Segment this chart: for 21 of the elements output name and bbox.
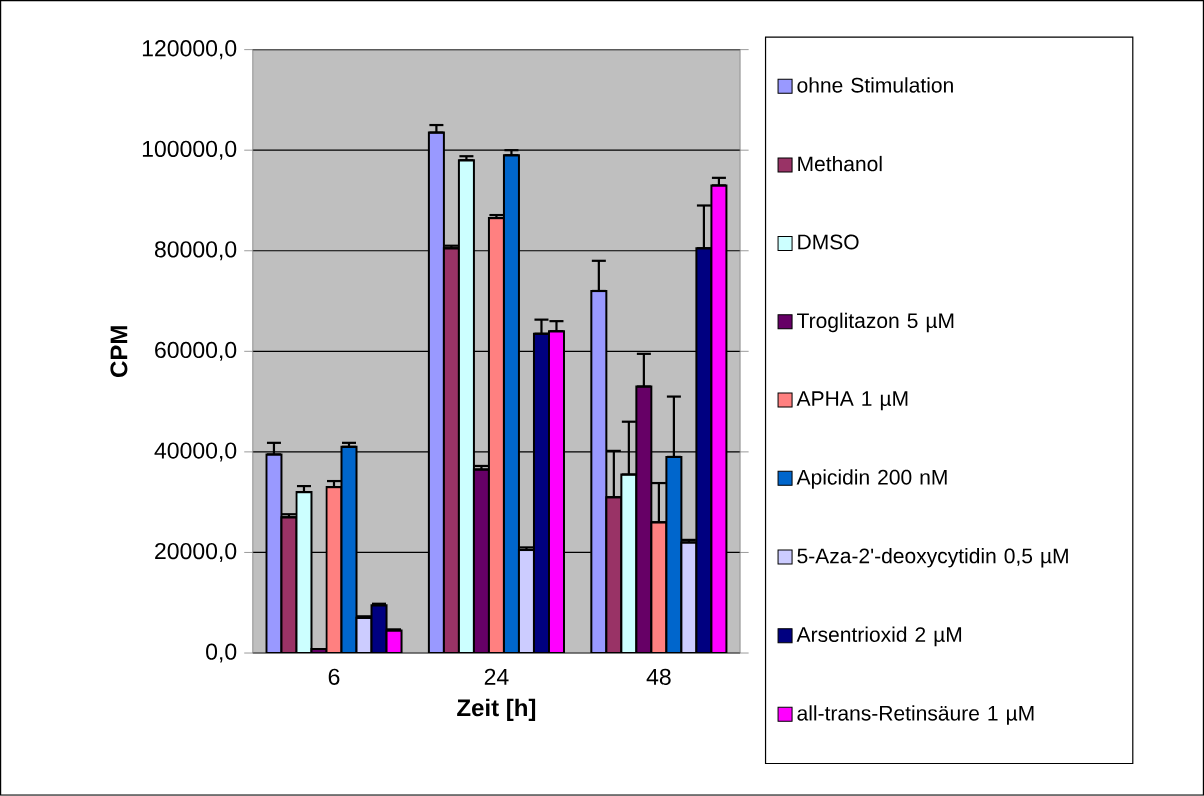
x-tick-label: 6 xyxy=(328,668,340,686)
y-tick-label: 0,0 xyxy=(206,643,237,663)
legend-label: APHA 1 µM xyxy=(796,391,908,411)
y-tick-label: 80000,0 xyxy=(154,241,237,261)
legend-label: Troglitazon 5 µM xyxy=(797,312,954,333)
x-tick-label: 24 xyxy=(484,668,509,685)
x-tick-label: 48 xyxy=(646,668,671,686)
legend-label: Arsentrioxid 2 µM xyxy=(796,626,962,647)
y-tick-label: 100000,0 xyxy=(142,140,237,160)
legend-label: Apicidin 200 nM xyxy=(796,469,947,489)
legend-label: 5-Aza-2'-deoxycytidin 0,5 µM xyxy=(797,548,1068,568)
x-axis-title: Zeit [h] xyxy=(457,698,536,722)
y-tick-label: 20000,0 xyxy=(155,543,237,563)
y-axis-title: CPM xyxy=(110,326,128,378)
legend-label: ohne Stimulation xyxy=(797,77,953,93)
legend-label: Methanol xyxy=(798,156,882,172)
y-tick-label: 120000,0 xyxy=(142,40,237,60)
y-tick-label: 40000,0 xyxy=(154,442,237,462)
y-tick-label: 60000,0 xyxy=(155,341,237,361)
legend-label: all-trans-Retinsäure 1 µM xyxy=(797,705,1034,725)
legend-label: DMSO xyxy=(798,234,859,250)
